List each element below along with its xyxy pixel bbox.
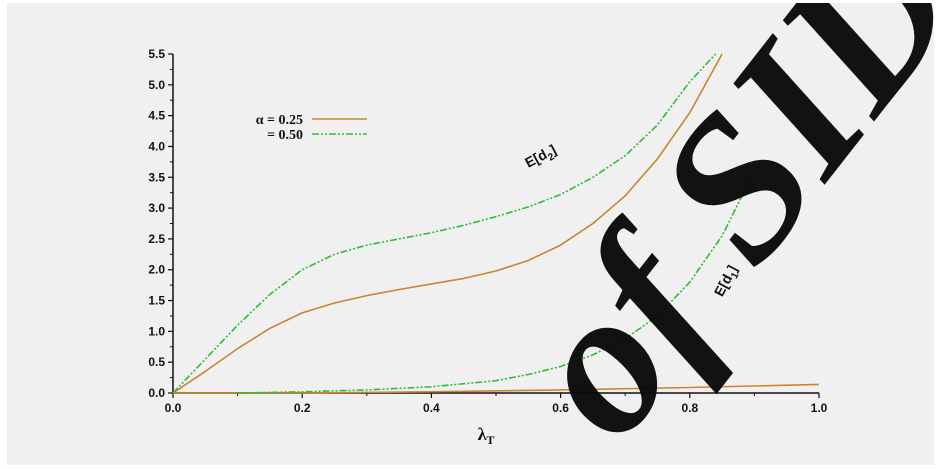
x-tick-label: 0.4	[423, 401, 440, 415]
x-tick-label: 0.8	[681, 401, 698, 415]
legend-label: α = 0.25	[256, 113, 303, 128]
legend-label: = 0.50	[267, 128, 303, 143]
y-tick-label: 5.5	[148, 47, 165, 61]
y-tick-label: 2.5	[148, 232, 165, 246]
curve-annotation: E[d2]	[522, 141, 560, 174]
series-line	[237, 170, 756, 394]
axis-titles: λT	[478, 424, 495, 447]
series-line	[172, 53, 717, 394]
y-tick-label: 0.0	[148, 386, 165, 400]
y-tick-label: 4.5	[148, 109, 165, 123]
y-tick-label: 1.5	[148, 294, 165, 308]
series-line	[172, 53, 723, 394]
x-axis-title: λT	[478, 424, 495, 447]
watermark-text: of SID	[476, 3, 934, 465]
y-tick-label: 2.0	[148, 263, 165, 277]
x-tick-label: 0.2	[294, 401, 311, 415]
x-tick-label: 0.6	[552, 401, 569, 415]
series-layer	[172, 53, 820, 394]
x-tick-label: 0.0	[165, 401, 182, 415]
legend: α = 0.25= 0.50	[256, 113, 367, 143]
y-tick-label: 3.0	[148, 201, 165, 215]
y-tick-label: 5.0	[148, 78, 165, 92]
chart: 0.0 0.5 1.0 1.5 2.0 2.5 3.0 3.5 4.0 4.5 5.0 5.5 0.0 0…	[148, 3, 934, 465]
y-tick-label: 3.5	[148, 170, 165, 184]
x-tick-label: 1.0	[811, 401, 828, 415]
y-tick-label: 0.5	[148, 355, 165, 369]
y-tick-label: 1.0	[148, 324, 165, 338]
y-tick-label: 4.0	[148, 139, 165, 153]
figure-frame: 0.0 0.5 1.0 1.5 2.0 2.5 3.0 3.5 4.0 4.5 5.0 5.5 0.0 0…	[7, 3, 934, 465]
